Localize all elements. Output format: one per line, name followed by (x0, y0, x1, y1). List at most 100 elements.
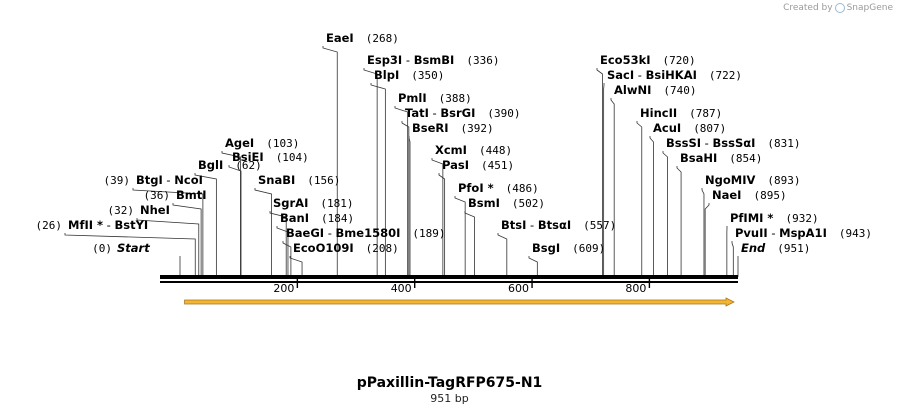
enzyme-label: PfIMI * (730, 211, 773, 225)
site-pasi: PasI (451) (442, 158, 514, 172)
site-xcmi: XcmI (448) (435, 143, 512, 157)
enzyme-label: NheI (140, 203, 170, 217)
cut-site-line (454, 196, 466, 277)
enzyme-name: EcoO109I (293, 241, 354, 255)
site-bsmi: BsmI (502) (468, 196, 545, 210)
enzyme-label: PfoI * (458, 181, 494, 195)
site-bgli: BglI (62) (198, 158, 262, 172)
enzyme-label: End (741, 241, 766, 255)
enzyme-label: SacI - BsiHKAI (607, 68, 697, 82)
enzyme-name: BssSI (666, 136, 701, 150)
site-position: (787) (689, 107, 722, 120)
cut-site-line (528, 256, 538, 277)
site-eaei: EaeI (268) (326, 31, 399, 45)
site-position: (943) (839, 227, 872, 240)
enzyme-name: NaeI (712, 188, 741, 202)
cut-site-line (497, 233, 508, 277)
site-bani: BanI (184) (280, 211, 354, 225)
cut-site-line (438, 173, 446, 277)
site-position: (502) (512, 197, 545, 210)
site-position: (722) (709, 69, 742, 82)
enzyme-name: SnaBI (258, 173, 295, 187)
cut-site-line (254, 188, 272, 277)
site-pfimi: PfIMI * (932) (730, 211, 819, 225)
enzyme-label: BaeGI - Bme1580I (286, 226, 400, 240)
enzyme-label: NaeI (712, 188, 741, 202)
enzyme-name: BsmBI (414, 53, 455, 67)
site-position: (486) (506, 182, 539, 195)
ruler-tick-label: 800 (625, 282, 646, 295)
enzyme-label: BtgI - NcoI (136, 173, 203, 187)
cut-site-line (610, 98, 615, 277)
cut-site-line (289, 256, 303, 277)
cut-site-line (649, 136, 654, 277)
site-mfii: MfII * - BstYI (26) (36, 218, 149, 232)
enzyme-label: Start (117, 241, 150, 255)
site-position: (831) (767, 137, 800, 150)
site-position: (103) (266, 137, 299, 150)
enzyme-label: SnaBI (258, 173, 295, 187)
site-position: (451) (481, 159, 514, 172)
cut-site-line (269, 211, 287, 277)
site-btgi: BtgI - NcoI (39) (104, 173, 203, 187)
snapgene-credit: Created by SnapGene (783, 3, 893, 13)
cut-site-line (408, 136, 411, 277)
cut-site-line (704, 203, 710, 277)
site-position: (32) (108, 204, 135, 217)
site-position: (951) (777, 242, 810, 255)
cut-site-line (194, 173, 217, 277)
site-position: (932) (785, 212, 818, 225)
cut-site-line (464, 211, 475, 277)
dna-backbone (160, 275, 738, 283)
enzyme-name: PvuII (735, 226, 768, 240)
enzyme-label: BsiEI (232, 150, 264, 164)
site-position: (448) (479, 144, 512, 157)
enzyme-label: AcuI (653, 121, 681, 135)
site-esp3i: Esp3I - BsmBI (336) (367, 53, 499, 67)
site-nhei: NheI (32) (108, 203, 170, 217)
site-position: (208) (366, 242, 399, 255)
site-saci: SacI - BsiHKAI (722) (607, 68, 742, 82)
enzyme-name: BlpI (374, 68, 399, 82)
enzyme-label: MfII * - BstYI (68, 218, 148, 232)
cut-site-line (136, 218, 200, 277)
site-position: (609) (572, 242, 605, 255)
site-position: (388) (439, 92, 472, 105)
site-position: (807) (693, 122, 726, 135)
site-position: (184) (321, 212, 354, 225)
enzyme-name: BsrGI (440, 106, 475, 120)
site-position: (720) (663, 54, 696, 67)
site-alwni: AlwNI (740) (614, 83, 697, 97)
site-position: (181) (320, 197, 353, 210)
enzyme-name: BglI (198, 158, 223, 172)
enzyme-label: NgoMIV (705, 173, 755, 187)
site-pvuii: PvuII - MspA1I (943) (735, 226, 872, 240)
site-bmti: BmtI (36) (144, 188, 207, 202)
backbone-bottom (160, 281, 738, 283)
site-blpi: BlpI (350) (374, 68, 444, 82)
enzyme-name: MspA1I (779, 226, 827, 240)
ruler-tick-label: 400 (391, 282, 412, 295)
site-bsiei: BsiEI (104) (232, 150, 309, 164)
cut-site-line (172, 203, 202, 277)
enzyme-name: TatI (405, 106, 429, 120)
enzyme-name: PmlI (398, 91, 427, 105)
cut-site-line (731, 241, 734, 277)
enzyme-name: NgoMIV (705, 173, 755, 187)
enzyme-name: AcuI (653, 121, 681, 135)
cut-site-line (431, 158, 444, 277)
enzyme-label: EcoO109I (293, 241, 354, 255)
site-start: Start (0) (92, 241, 150, 255)
site-acui: AcuI (807) (653, 121, 726, 135)
feature-track (184, 297, 735, 307)
open-reading-frame-arrow[interactable] (184, 297, 735, 307)
site-bseri: BseRI (392) (412, 121, 494, 135)
enzyme-name: BsaHI (680, 151, 717, 165)
snapgene-logo-icon (834, 3, 845, 13)
cut-site-line (701, 188, 705, 277)
enzyme-name: Bme1580I (336, 226, 401, 240)
site-position: (350) (411, 69, 444, 82)
enzyme-name: SacI (607, 68, 634, 82)
cut-site-line (370, 83, 386, 277)
enzyme-name: BsmI (468, 196, 500, 210)
